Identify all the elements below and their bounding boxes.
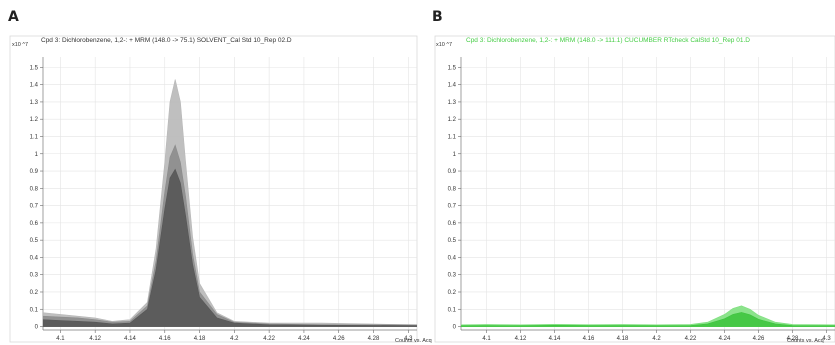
x-tick-label: 4.28 bbox=[787, 336, 799, 342]
series-area-3 bbox=[43, 168, 417, 327]
panel-b-x-label: Counts vs. Acq bbox=[787, 338, 824, 344]
panel-b-y-scale: x10 ^7 bbox=[436, 42, 452, 48]
x-tick-label: 4.2 bbox=[652, 336, 661, 342]
y-tick-label: 0.3 bbox=[30, 273, 39, 279]
y-tick-label: 0.6 bbox=[448, 221, 457, 227]
y-tick-label: 1.5 bbox=[448, 65, 457, 71]
y-tick-label: 1.1 bbox=[448, 134, 457, 140]
panel-a-frame bbox=[9, 35, 418, 343]
series-area-1 bbox=[43, 79, 417, 327]
y-tick-label: 0.6 bbox=[30, 221, 39, 227]
x-tick-label: 4.3 bbox=[822, 336, 831, 342]
y-tick-label: 0 bbox=[35, 325, 39, 331]
panel-b-frame bbox=[434, 35, 835, 343]
y-tick-label: 0.7 bbox=[448, 204, 457, 210]
x-tick-label: 4.14 bbox=[124, 336, 136, 342]
y-tick-label: 1.1 bbox=[30, 134, 39, 140]
panel-a-x-label: Counts vs. Acq bbox=[395, 338, 432, 344]
series-area-2 bbox=[43, 144, 417, 327]
x-tick-label: 4.24 bbox=[719, 336, 731, 342]
y-tick-label: 0.5 bbox=[30, 238, 39, 244]
y-tick-label: 0.1 bbox=[448, 307, 457, 313]
panel-a-label: A bbox=[8, 9, 19, 25]
panel-b-label: B bbox=[432, 9, 443, 25]
y-tick-label: 1.3 bbox=[448, 100, 457, 106]
y-tick-label: 0.2 bbox=[30, 290, 39, 296]
y-tick-label: 0.4 bbox=[30, 255, 39, 261]
x-tick-label: 4.3 bbox=[404, 336, 413, 342]
y-tick-label: 1 bbox=[453, 152, 457, 158]
y-tick-label: 0 bbox=[453, 325, 457, 331]
panel-b: B x10 ^7 Cpd 3: Dichlorobenzene, 1,2-: +… bbox=[432, 9, 835, 344]
x-tick-label: 4.28 bbox=[368, 336, 380, 342]
x-tick-label: 4.1 bbox=[482, 336, 491, 342]
x-tick-label: 4.16 bbox=[159, 336, 171, 342]
series-area-2 bbox=[461, 312, 835, 327]
y-tick-label: 0.9 bbox=[448, 169, 457, 175]
y-tick-label: 1.2 bbox=[30, 117, 39, 123]
y-tick-label: 1.5 bbox=[30, 65, 39, 71]
x-tick-label: 4.2 bbox=[230, 336, 239, 342]
y-tick-label: 0.3 bbox=[448, 273, 457, 279]
panel-b-plot: 0 0.1 0.2 0.3 0.4 0.5 0.6 0.7 0.8 0.9 1 1.1 1.2 1.3 1.… bbox=[448, 57, 835, 342]
y-tick-label: 1.3 bbox=[30, 100, 39, 106]
x-tick-label: 4.24 bbox=[298, 336, 310, 342]
x-tick-label: 4.18 bbox=[617, 336, 629, 342]
y-tick-label: 0.9 bbox=[30, 169, 39, 175]
panel-b-title: Cpd 3: Dichlorobenzene, 1,2-: + MRM (148… bbox=[466, 37, 750, 44]
y-tick-label: 0.5 bbox=[448, 238, 457, 244]
y-tick-label: 0.7 bbox=[30, 204, 39, 210]
panel-a: A x10 ^7 Cpd 3: Dichlorobenzene, 1,2-: +… bbox=[8, 9, 432, 344]
y-tick-label: 0.8 bbox=[30, 186, 39, 192]
x-tick-label: 4.16 bbox=[583, 336, 595, 342]
x-tick-label: 4.18 bbox=[194, 336, 206, 342]
x-tick-label: 4.26 bbox=[753, 336, 765, 342]
y-tick-label: 0.4 bbox=[448, 255, 457, 261]
panel-a-title: Cpd 3: Dichlorobenzene, 1,2-: + MRM (148… bbox=[41, 37, 292, 44]
y-tick-label: 1 bbox=[35, 152, 39, 158]
x-tick-label: 4.1 bbox=[56, 336, 65, 342]
x-tick-label: 4.22 bbox=[263, 336, 275, 342]
y-tick-label: 0.2 bbox=[448, 290, 457, 296]
x-tick-label: 4.12 bbox=[515, 336, 527, 342]
y-tick-label: 0.8 bbox=[448, 186, 457, 192]
x-tick-label: 4.26 bbox=[333, 336, 345, 342]
y-tick-label: 1.4 bbox=[448, 83, 457, 89]
panel-a-plot: 0 0.1 0.2 0.3 0.4 0.5 0.6 0.7 0.8 0.9 1 1.1 1.2 1.3 1.… bbox=[30, 57, 417, 342]
x-tick-label: 4.22 bbox=[685, 336, 697, 342]
x-tick-label: 4.12 bbox=[89, 336, 101, 342]
y-tick-label: 1.4 bbox=[30, 83, 39, 89]
y-tick-label: 1.2 bbox=[448, 117, 457, 123]
x-tick-label: 4.14 bbox=[549, 336, 561, 342]
y-tick-label: 0.1 bbox=[30, 307, 39, 313]
panel-a-y-scale: x10 ^7 bbox=[12, 42, 28, 48]
